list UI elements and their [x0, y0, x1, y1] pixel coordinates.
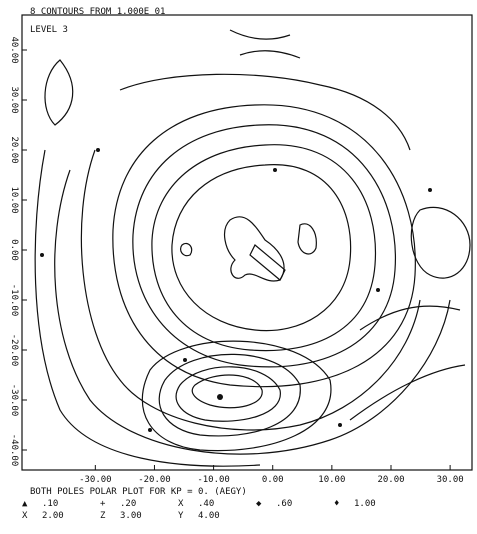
caption: BOTH POLES POLAR PLOT FOR KP = 0. (AEGY)	[30, 487, 247, 497]
y-tick-label: -20.00	[9, 334, 19, 367]
legend-label: .40	[198, 499, 214, 509]
x-tick-label: 20.00	[377, 475, 404, 485]
y-tick-label: 20.00	[9, 136, 19, 163]
legend-label: .20	[120, 499, 136, 509]
legend-symbol: X	[178, 499, 184, 509]
chart-title: 8 CONTOURS FROM 1.000E 01	[30, 7, 165, 17]
legend-label: 4.00	[198, 511, 220, 521]
y-tick-label: 0.00	[9, 239, 19, 261]
legend-label: 3.00	[120, 511, 142, 521]
x-tick-label: -10.00	[197, 475, 230, 485]
x-tick-label: 10.00	[318, 475, 345, 485]
legend-symbol: Y	[178, 511, 184, 521]
y-tick-label: -10.00	[9, 284, 19, 317]
y-tick-label: -40.00	[9, 434, 19, 467]
legend-label: .10	[42, 499, 58, 509]
legend-symbol: Z	[100, 511, 106, 521]
x-tick-label: -20.00	[138, 475, 171, 485]
y-tick-label: 40.00	[9, 36, 19, 63]
x-tick-label: 0.00	[262, 475, 284, 485]
plot-frame	[21, 14, 473, 471]
legend-symbol: +	[100, 499, 106, 509]
legend-label: 1.00	[354, 499, 376, 509]
legend-label: 2.00	[42, 511, 64, 521]
legend-symbol: ▲	[22, 499, 28, 509]
legend-symbol: X	[22, 511, 28, 521]
legend-symbol: ◆	[256, 499, 262, 509]
legend-symbol: ♦	[334, 499, 339, 509]
x-tick-label: 30.00	[437, 475, 464, 485]
y-tick-label: 10.00	[9, 186, 19, 213]
y-tick-label: 30.00	[9, 86, 19, 113]
contour-dots	[40, 148, 432, 432]
x-tick-label: -30.00	[79, 475, 112, 485]
legend-label: .60	[276, 499, 292, 509]
y-tick-label: -30.00	[9, 384, 19, 417]
contours	[34, 29, 471, 467]
chart-subtitle: LEVEL 3	[30, 25, 68, 35]
